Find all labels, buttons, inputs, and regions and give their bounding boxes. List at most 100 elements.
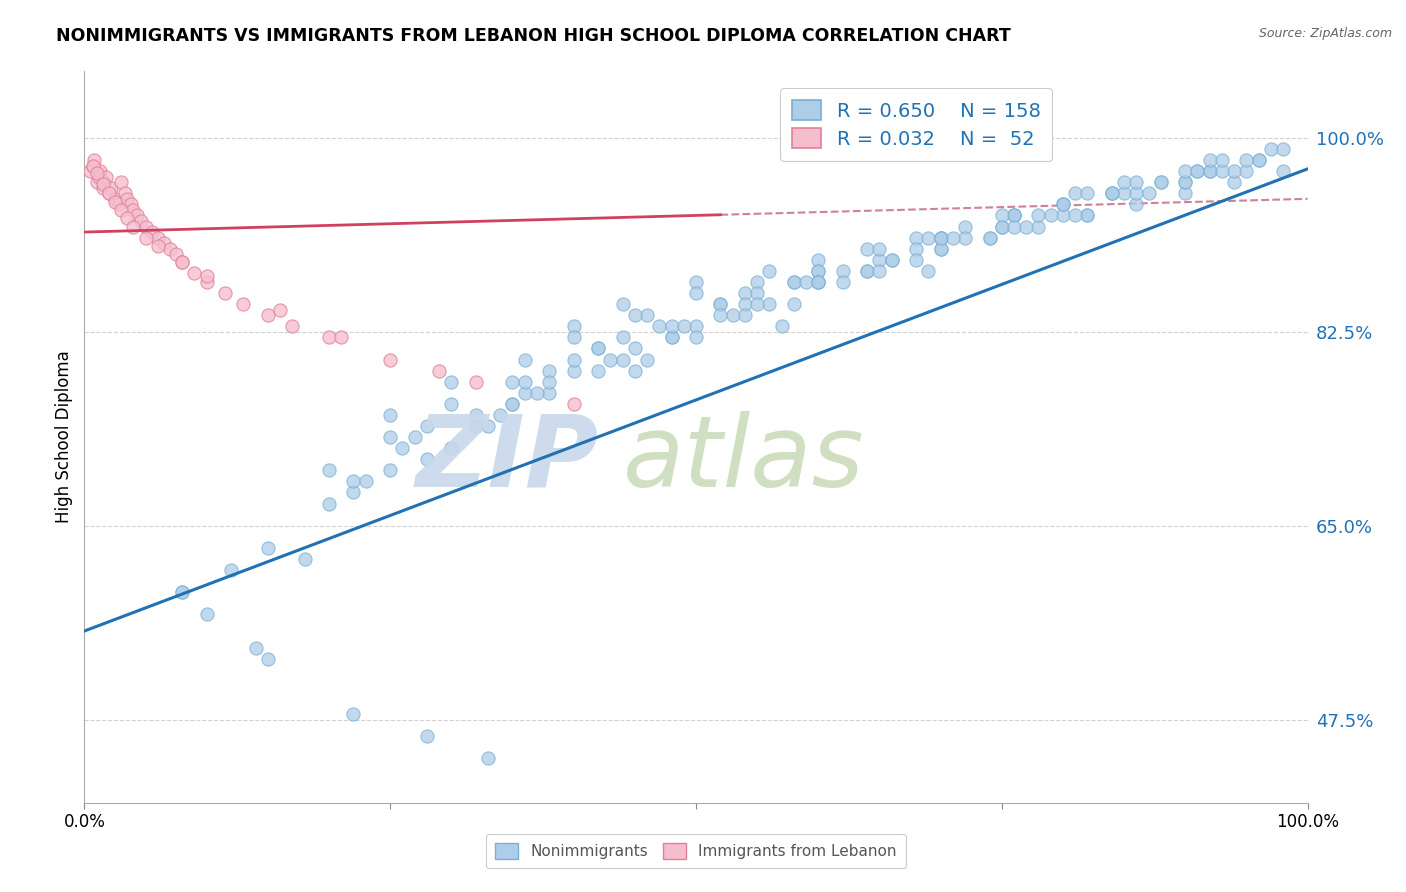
- Point: [599, 352, 621, 367]
- Point: [1052, 197, 1074, 211]
- Point: [783, 275, 806, 289]
- Point: [513, 375, 536, 389]
- Point: [172, 255, 194, 269]
- Point: [120, 197, 142, 211]
- Y-axis label: High School Diploma: High School Diploma: [55, 351, 73, 524]
- Point: [416, 452, 439, 467]
- Point: [502, 397, 524, 411]
- Point: [115, 211, 138, 225]
- Point: [586, 363, 609, 377]
- Point: [1028, 219, 1050, 234]
- Point: [219, 563, 242, 577]
- Point: [87, 169, 110, 184]
- Point: [856, 264, 879, 278]
- Point: [685, 285, 707, 300]
- Point: [1272, 142, 1295, 156]
- Point: [86, 175, 108, 189]
- Point: [758, 264, 780, 278]
- Point: [1039, 209, 1062, 223]
- Point: [856, 264, 879, 278]
- Point: [440, 441, 463, 455]
- Point: [991, 219, 1014, 234]
- Point: [477, 751, 499, 765]
- Point: [91, 180, 114, 194]
- Point: [1174, 186, 1197, 201]
- Point: [257, 308, 280, 322]
- Point: [129, 214, 152, 228]
- Point: [159, 242, 181, 256]
- Point: [1064, 186, 1087, 201]
- Point: [416, 419, 439, 434]
- Point: [1260, 142, 1282, 156]
- Point: [125, 209, 148, 223]
- Point: [195, 607, 218, 622]
- Point: [747, 297, 769, 311]
- Point: [526, 385, 548, 400]
- Point: [1150, 175, 1173, 189]
- Point: [1198, 164, 1220, 178]
- Point: [538, 385, 561, 400]
- Point: [807, 252, 830, 267]
- Point: [1137, 186, 1160, 201]
- Point: [734, 297, 756, 311]
- Point: [1076, 186, 1098, 201]
- Text: Source: ZipAtlas.com: Source: ZipAtlas.com: [1258, 27, 1392, 40]
- Point: [1125, 186, 1147, 201]
- Point: [257, 541, 280, 555]
- Point: [612, 352, 634, 367]
- Point: [146, 230, 169, 244]
- Point: [624, 308, 647, 322]
- Point: [709, 297, 731, 311]
- Point: [464, 419, 486, 434]
- Point: [146, 239, 169, 253]
- Point: [942, 230, 965, 244]
- Point: [953, 230, 976, 244]
- Point: [1101, 186, 1123, 201]
- Point: [624, 363, 647, 377]
- Point: [183, 266, 205, 280]
- Point: [391, 441, 413, 455]
- Point: [721, 308, 744, 322]
- Point: [1002, 219, 1025, 234]
- Point: [513, 385, 536, 400]
- Point: [83, 153, 105, 167]
- Point: [502, 397, 524, 411]
- Point: [153, 236, 176, 251]
- Point: [427, 363, 450, 377]
- Point: [807, 275, 830, 289]
- Point: [104, 192, 127, 206]
- Point: [104, 195, 127, 210]
- Point: [79, 164, 101, 178]
- Point: [135, 219, 157, 234]
- Point: [1052, 197, 1074, 211]
- Point: [672, 319, 695, 334]
- Point: [464, 375, 486, 389]
- Point: [661, 330, 683, 344]
- Point: [214, 285, 236, 300]
- Point: [709, 308, 731, 322]
- Point: [294, 552, 316, 566]
- Point: [135, 230, 157, 244]
- Point: [380, 463, 402, 477]
- Point: [380, 352, 402, 367]
- Point: [1187, 164, 1209, 178]
- Point: [97, 186, 120, 201]
- Point: [1114, 175, 1136, 189]
- Point: [905, 242, 928, 256]
- Point: [122, 202, 145, 217]
- Point: [624, 342, 647, 356]
- Point: [734, 285, 756, 300]
- Point: [1002, 209, 1025, 223]
- Point: [1247, 153, 1270, 167]
- Point: [404, 430, 426, 444]
- Point: [1211, 164, 1233, 178]
- Point: [257, 651, 280, 665]
- Point: [807, 275, 830, 289]
- Point: [110, 175, 132, 189]
- Point: [869, 252, 891, 267]
- Point: [416, 729, 439, 743]
- Point: [342, 485, 364, 500]
- Point: [318, 463, 340, 477]
- Point: [1211, 153, 1233, 167]
- Point: [807, 264, 830, 278]
